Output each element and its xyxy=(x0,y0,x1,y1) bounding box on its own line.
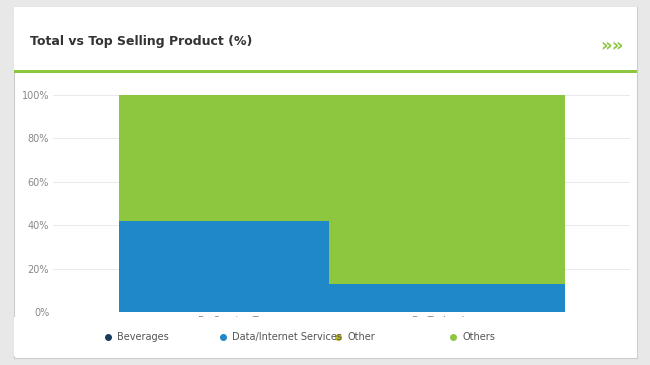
Bar xyxy=(119,221,355,312)
Text: Others: Others xyxy=(463,332,495,342)
Text: Data/Internet Services: Data/Internet Services xyxy=(232,332,343,342)
Text: Other: Other xyxy=(348,332,375,342)
Text: Total vs Top Selling Product (%): Total vs Top Selling Product (%) xyxy=(30,35,252,49)
Bar xyxy=(119,95,355,221)
Bar xyxy=(329,95,565,284)
Text: Beverages: Beverages xyxy=(117,332,169,342)
Text: »»: »» xyxy=(600,37,623,55)
Bar xyxy=(329,284,565,312)
